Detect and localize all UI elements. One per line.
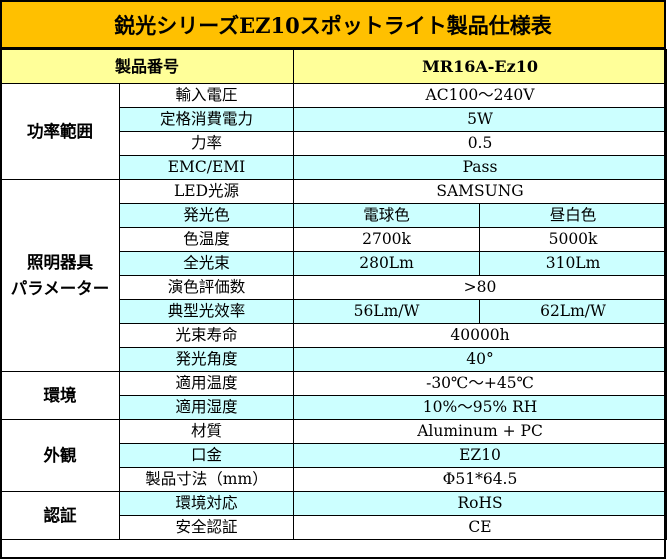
row-label: EMC/EMI bbox=[118, 155, 295, 180]
row-value-daylight: 昼白色 bbox=[479, 203, 668, 228]
table-row: 全光束 280Lm 310Lm bbox=[1, 251, 668, 276]
row-value-warm: 280Lm bbox=[293, 251, 481, 276]
table-row: 環境 適用温度 -30℃～+45℃ bbox=[0, 371, 668, 420]
row-value: SAMSUNG bbox=[293, 179, 668, 204]
row-label: 口金 bbox=[118, 443, 295, 468]
table-row: 典型光效率 56Lm/W 62Lm/W bbox=[1, 299, 668, 324]
row-value: 40° bbox=[293, 347, 668, 372]
group-power: 功率範囲 bbox=[0, 83, 120, 180]
group-environment: 環境 bbox=[0, 371, 120, 420]
header-value: MR16A-Ez10 bbox=[293, 49, 668, 84]
row-value: 40000h bbox=[293, 323, 668, 348]
table-row: 適用湿度 10%～95% RH bbox=[1, 395, 668, 420]
table-header-row: 製品番号 MR16A-Ez10 bbox=[0, 49, 668, 84]
row-label: 色温度 bbox=[118, 227, 295, 252]
row-value: CE bbox=[293, 515, 668, 540]
table-row: 安全認証 CE bbox=[1, 515, 668, 540]
spec-table: 製品番号 MR16A-Ez10 功率範囲 輸入電圧 AC100～240V 定格消… bbox=[0, 49, 668, 540]
group-certification: 認証 bbox=[0, 491, 120, 540]
row-label: LED光源 bbox=[118, 179, 295, 204]
row-value: AC100～240V bbox=[293, 83, 668, 108]
row-value-daylight: 310Lm bbox=[479, 251, 668, 276]
table-row: 発光角度 40° bbox=[1, 347, 668, 372]
row-value: 0.5 bbox=[293, 131, 668, 156]
row-label: 演色評価数 bbox=[118, 275, 295, 300]
table-row: 光束寿命 40000h bbox=[1, 323, 668, 348]
row-value: EZ10 bbox=[293, 443, 668, 468]
group-appearance: 外観 bbox=[0, 419, 120, 492]
row-label: 製品寸法（mm） bbox=[118, 467, 295, 492]
table-row: 色温度 2700k 5000k bbox=[1, 227, 668, 252]
page-title: 鋭光シリーズEZ10スポットライト製品仕様表 bbox=[0, 0, 666, 49]
table-row: 発光色 電球色 昼白色 bbox=[1, 203, 668, 228]
row-value: Aluminum + PC bbox=[293, 419, 668, 444]
row-label: 典型光效率 bbox=[118, 299, 295, 324]
group-lighting: 照明器具 パラメーター bbox=[0, 179, 120, 372]
row-value-daylight: 62Lm/W bbox=[479, 299, 668, 324]
row-label: 定格消費電力 bbox=[118, 107, 295, 132]
row-value: RoHS bbox=[293, 491, 668, 516]
row-label: 環境対応 bbox=[118, 491, 295, 516]
row-value-warm: 56Lm/W bbox=[293, 299, 481, 324]
row-value: -30℃～+45℃ bbox=[293, 371, 668, 396]
table-row: 口金 EZ10 bbox=[1, 443, 668, 468]
row-value-warm: 電球色 bbox=[293, 203, 481, 228]
row-label: 光束寿命 bbox=[118, 323, 295, 348]
row-label: 輸入電圧 bbox=[118, 83, 295, 108]
row-label: 力率 bbox=[118, 131, 295, 156]
row-value: 5W bbox=[293, 107, 668, 132]
row-label: 適用湿度 bbox=[118, 395, 295, 420]
row-label: 適用温度 bbox=[118, 371, 295, 396]
row-label: 発光色 bbox=[118, 203, 295, 228]
row-label: 発光角度 bbox=[118, 347, 295, 372]
row-value: Pass bbox=[293, 155, 668, 180]
header-label: 製品番号 bbox=[0, 49, 295, 84]
table-row: 力率 0.5 bbox=[1, 131, 668, 156]
row-label: 安全認証 bbox=[118, 515, 295, 540]
table-row: 照明器具 パラメーター LED光源 SAMSUNG bbox=[0, 179, 668, 372]
row-value: >80 bbox=[293, 275, 668, 300]
row-value: Φ51*64.5 bbox=[293, 467, 668, 492]
table-row: EMC/EMI Pass bbox=[1, 155, 668, 180]
row-label: 全光束 bbox=[118, 251, 295, 276]
row-value: 10%～95% RH bbox=[293, 395, 668, 420]
table-row: 認証 環境対応 RoHS bbox=[0, 491, 668, 540]
table-row: 功率範囲 輸入電圧 AC100～240V bbox=[0, 83, 668, 180]
row-label: 材質 bbox=[118, 419, 295, 444]
table-row: 外観 材質 Aluminum + PC bbox=[0, 419, 668, 492]
row-value-daylight: 5000k bbox=[479, 227, 668, 252]
group-lighting-label: 照明器具 パラメーター bbox=[10, 252, 110, 298]
row-value-warm: 2700k bbox=[293, 227, 481, 252]
